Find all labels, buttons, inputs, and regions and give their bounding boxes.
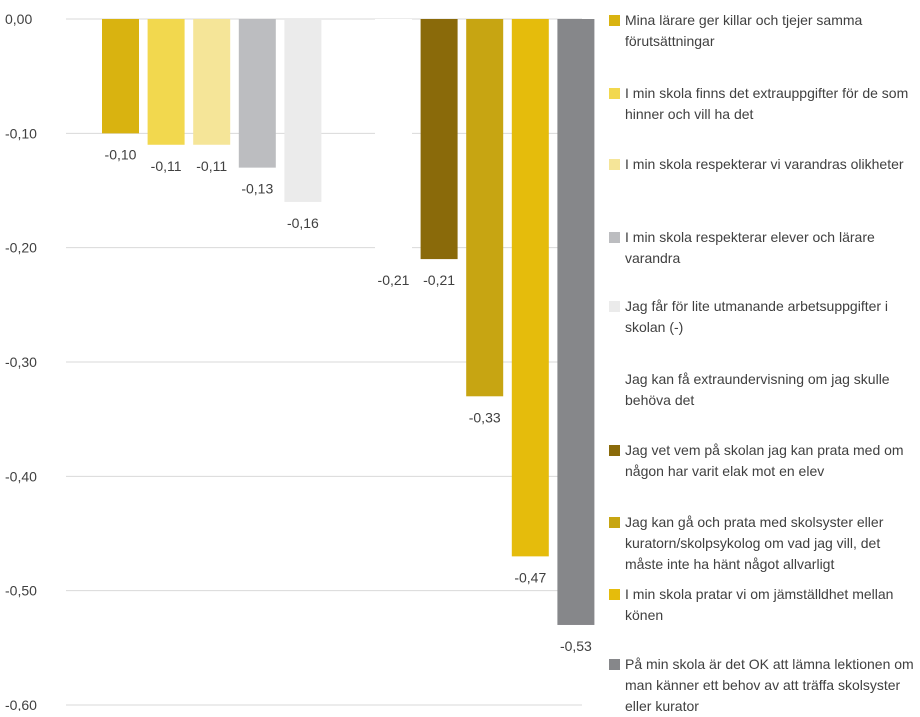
bar xyxy=(238,19,276,168)
bar xyxy=(102,19,139,134)
data-label: -0,11 xyxy=(196,158,227,174)
data-label: -0,47 xyxy=(514,569,546,585)
legend-label: I min skola finns det extrauppgifter för… xyxy=(625,85,909,122)
bar xyxy=(420,19,458,260)
legend-item: Jag får för lite utmanande arbetsuppgift… xyxy=(609,296,914,338)
y-tick-label: -0,50 xyxy=(5,583,37,599)
bar xyxy=(193,19,231,145)
legend-label: Jag kan få extraundervisning om jag skul… xyxy=(625,371,890,408)
legend-label: Jag får för lite utmanande arbetsuppgift… xyxy=(625,298,889,335)
data-label: -0,13 xyxy=(241,181,273,197)
y-tick-label: 0,00 xyxy=(5,11,32,27)
bars xyxy=(102,19,595,625)
legend-item: I min skola respekterar elever och lärar… xyxy=(609,227,914,269)
bar xyxy=(375,19,412,260)
legend-item: I min skola finns det extrauppgifter för… xyxy=(609,83,914,125)
y-tick-label: -0,10 xyxy=(5,125,37,141)
gridlines xyxy=(66,18,582,706)
data-label: -0,53 xyxy=(560,638,592,654)
y-axis-tick-labels: 0,00 -0,10 -0,20 -0,30 -0,40 -0,50 -0,60 xyxy=(5,11,37,711)
legend-label: Jag vet vem på skolan jag kan prata med … xyxy=(625,442,904,479)
bar xyxy=(284,19,322,202)
bar xyxy=(147,19,185,145)
y-tick-label: -0,60 xyxy=(5,697,37,711)
legend-label: I min skola pratar vi om jämställdhet me… xyxy=(625,586,894,623)
legend-label: I min skola respekterar elever och lärar… xyxy=(625,229,875,266)
legend-item: Jag kan gå och prata med skolsyster elle… xyxy=(609,512,914,575)
legend-item: Jag vet vem på skolan jag kan prata med … xyxy=(609,440,914,482)
data-label: -0,16 xyxy=(287,215,319,231)
bar xyxy=(466,19,504,397)
y-tick-label: -0,40 xyxy=(5,468,37,484)
legend-swatch xyxy=(609,374,620,385)
legend-swatch xyxy=(609,589,620,600)
legend-swatch xyxy=(609,15,620,26)
legend-swatch xyxy=(609,232,620,243)
legend-swatch xyxy=(609,88,620,99)
legend-swatch xyxy=(609,159,620,170)
legend-swatch xyxy=(609,445,620,456)
legend-swatch xyxy=(609,659,620,670)
legend-label: Mina lärare ger killar och tjejer samma … xyxy=(625,12,863,49)
legend-item: På min skola är det OK att lämna lektion… xyxy=(609,654,914,717)
legend-swatch xyxy=(609,517,620,528)
legend-item: I min skola respekterar vi varandras oli… xyxy=(609,154,914,175)
bar xyxy=(557,19,595,625)
legend-item: Mina lärare ger killar och tjejer samma … xyxy=(609,10,914,52)
legend-item: Jag kan få extraundervisning om jag skul… xyxy=(609,369,914,411)
y-tick-label: -0,30 xyxy=(5,354,37,370)
legend-swatch xyxy=(609,301,620,312)
legend-label: På min skola är det OK att lämna lektion… xyxy=(625,656,914,714)
bar xyxy=(511,19,549,557)
y-tick-label: -0,20 xyxy=(5,240,37,256)
bar-chart: 0,00 -0,10 -0,20 -0,30 -0,40 -0,50 -0,60 -0,10… xyxy=(5,11,595,711)
data-label: -0,33 xyxy=(469,409,501,425)
data-label: -0,21 xyxy=(423,272,455,288)
data-labels: -0,10 -0,11 -0,11 -0,13 -0,16 -0,21 -0,21 -0,33… xyxy=(105,146,593,654)
legend: Mina lärare ger killar och tjejer samma … xyxy=(609,0,920,714)
data-label: -0,10 xyxy=(105,146,137,162)
data-label: -0,11 xyxy=(151,158,182,174)
legend-label: I min skola respekterar vi varandras oli… xyxy=(625,156,904,172)
data-label: -0,21 xyxy=(378,272,410,288)
legend-label: Jag kan gå och prata med skolsyster elle… xyxy=(625,514,884,572)
legend-item: I min skola pratar vi om jämställdhet me… xyxy=(609,584,914,626)
